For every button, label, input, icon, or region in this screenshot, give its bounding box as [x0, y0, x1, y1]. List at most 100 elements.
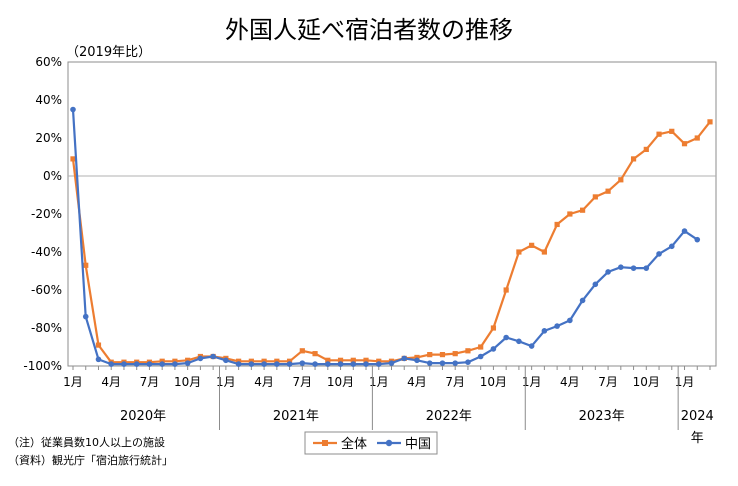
data-point — [439, 352, 446, 358]
data-point — [516, 249, 522, 255]
series-line — [71, 121, 711, 364]
data-point — [465, 348, 471, 354]
data-point — [261, 358, 267, 364]
series-line — [71, 109, 698, 366]
data-point — [159, 361, 165, 367]
year-label: 2023年 — [579, 409, 625, 424]
data-point — [529, 242, 535, 248]
data-point — [414, 357, 420, 364]
data-point — [312, 361, 318, 367]
data-point — [694, 236, 701, 243]
unit-label: （2019年比） — [66, 45, 151, 60]
x-tick-label: 7月 — [598, 375, 618, 389]
data-point — [592, 281, 599, 288]
data-point — [618, 177, 624, 183]
data-point — [452, 360, 459, 366]
data-point — [286, 361, 293, 367]
data-point — [554, 221, 560, 228]
x-tick-label: 10月 — [174, 375, 201, 389]
x-axis: 1月 4月 7月 10月 1月 4月 7月 10月 1月 4月 7月 10月 1月 4月 7月 10月 1月 20… — [63, 366, 714, 446]
y-tick-label: -40% — [31, 245, 62, 259]
data-point — [172, 361, 178, 367]
data-point — [236, 358, 242, 364]
data-point — [630, 156, 637, 162]
data-point — [643, 146, 649, 152]
data-point — [668, 243, 675, 250]
x-tick-label: 7月 — [445, 375, 465, 389]
data-point — [350, 361, 357, 367]
note-text: （注）従業員数10人以上の施設 — [8, 435, 165, 449]
year-label: 2021年 — [273, 409, 319, 424]
note-text: （資料）観光庁「宿泊旅行統計」 — [8, 453, 173, 467]
plot-area — [67, 61, 717, 367]
data-point — [490, 346, 497, 352]
x-tick-label: 10月 — [480, 375, 507, 389]
data-point — [426, 360, 433, 366]
data-point — [146, 361, 153, 367]
x-tick-label: 1月 — [63, 375, 83, 389]
data-point — [274, 358, 280, 364]
data-point — [172, 358, 178, 364]
data-point — [325, 357, 331, 363]
data-point — [554, 323, 560, 329]
data-point — [452, 351, 458, 357]
x-tick-label: 7月 — [292, 375, 312, 389]
year-label: 年 — [691, 431, 704, 446]
data-point — [618, 264, 624, 271]
data-point — [669, 128, 675, 134]
data-point — [567, 317, 573, 324]
legend: 全体 中国 — [304, 431, 438, 455]
data-point — [465, 359, 471, 366]
data-point — [605, 269, 611, 275]
data-point — [388, 360, 395, 366]
x-tick-label: 4月 — [407, 375, 427, 389]
data-point — [121, 361, 127, 367]
data-point — [108, 361, 115, 367]
legend-label: 中国 — [405, 437, 431, 452]
data-point — [95, 342, 102, 348]
data-point — [185, 357, 191, 363]
data-point — [197, 355, 204, 362]
data-point — [427, 352, 433, 358]
data-point — [656, 131, 662, 137]
x-tick-label: 4月 — [560, 375, 580, 389]
x-tick-label: 10月 — [633, 375, 660, 389]
data-point — [541, 328, 548, 334]
data-point — [363, 357, 369, 363]
year-label: 2024 — [681, 409, 714, 424]
x-tick-label: 4月 — [254, 375, 274, 389]
data-point — [350, 357, 356, 363]
series-全体 — [70, 119, 713, 365]
data-point — [70, 106, 76, 113]
data-point — [248, 358, 254, 364]
data-point — [592, 194, 598, 200]
y-tick-label: -80% — [31, 321, 62, 335]
data-point — [414, 354, 420, 361]
year-label: 2020年 — [120, 409, 166, 424]
legend-marker — [322, 440, 328, 446]
x-tick-label: 1月 — [522, 375, 542, 389]
data-point — [477, 353, 484, 360]
x-tick-label: 1月 — [369, 375, 389, 389]
y-tick-label: 40% — [35, 93, 62, 107]
data-point — [541, 249, 547, 255]
data-point — [630, 265, 637, 271]
y-tick-label: 60% — [35, 55, 62, 69]
chart-title: 外国人延べ宿泊者数の推移 — [225, 16, 513, 44]
data-point — [248, 361, 255, 367]
data-point — [325, 361, 331, 367]
data-point — [133, 361, 140, 367]
data-point — [656, 251, 662, 257]
data-point — [83, 262, 89, 268]
data-point — [567, 211, 573, 217]
x-tick-label: 10月 — [327, 375, 354, 389]
data-point — [503, 334, 509, 341]
data-point — [401, 355, 408, 362]
data-point — [337, 361, 344, 367]
data-point — [299, 348, 305, 354]
data-point — [605, 188, 611, 194]
y-tick-label: 0% — [43, 169, 62, 183]
x-tick-label: 1月 — [675, 375, 695, 389]
data-point — [235, 361, 242, 367]
